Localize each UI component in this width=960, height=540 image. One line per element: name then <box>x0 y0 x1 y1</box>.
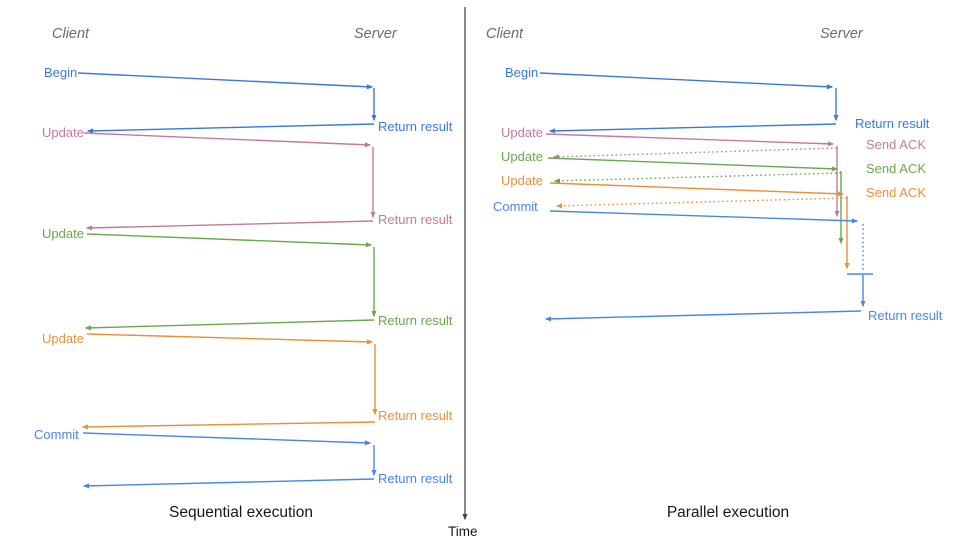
seq-begin-response-line <box>86 123 375 134</box>
par-begin-response-label: Return result <box>855 116 930 131</box>
time-axis: Time <box>448 7 478 539</box>
par-update3-ack-label: Send ACK <box>866 185 926 200</box>
par-commit-response-label: Return result <box>868 308 943 323</box>
par-update3-request-line <box>549 182 845 197</box>
par-update1-request-label: Update <box>501 125 543 140</box>
par-update3-ack-line <box>555 197 848 209</box>
par-update2-ack-line <box>553 172 842 184</box>
parallel-panel: Client Server Begin Return result Update… <box>486 26 943 521</box>
time-axis-label: Time <box>448 524 478 539</box>
seq-step-update3: Update Return result <box>42 331 453 430</box>
par-commit-response-line <box>544 310 862 322</box>
seq-update2-response-label: Return result <box>378 313 453 328</box>
seq-begin-request-line <box>77 72 374 90</box>
par-step-commit: Commit Return result <box>493 199 943 323</box>
seq-update3-response-line <box>81 421 376 430</box>
par-commit-request-line <box>549 210 859 224</box>
par-update3-request-label: Update <box>501 173 543 188</box>
seq-update1-response-label: Return result <box>378 212 453 227</box>
seq-update2-request-label: Update <box>42 226 84 241</box>
par-client-header: Client <box>486 26 524 42</box>
par-update1-ack-line <box>552 147 838 160</box>
seq-step-commit: Commit Return result <box>34 427 453 489</box>
par-commit-request-label: Commit <box>493 199 538 214</box>
seq-update2-response-line <box>84 319 375 331</box>
par-begin-request-line <box>539 72 834 90</box>
seq-server-header: Server <box>354 26 398 42</box>
seq-commit-request-label: Commit <box>34 427 79 442</box>
par-update2-request-line <box>547 157 839 172</box>
seq-update1-request-label: Update <box>42 125 84 140</box>
seq-update3-request-label: Update <box>42 331 84 346</box>
seq-client-header: Client <box>52 26 90 42</box>
seq-commit-response-line <box>82 478 375 489</box>
par-update2-request-label: Update <box>501 149 543 164</box>
par-update2-ack-label: Send ACK <box>866 161 926 176</box>
seq-step-update1: Update Return result <box>42 125 453 231</box>
seq-step-update2: Update Return result <box>42 226 453 331</box>
seq-step-begin: Begin Return result <box>44 65 453 134</box>
seq-update1-response-line <box>85 220 374 231</box>
par-begin-response-line <box>548 123 837 134</box>
seq-begin-response-label: Return result <box>378 119 453 134</box>
par-step-update3: Update Send ACK <box>501 173 926 270</box>
sequential-panel: Client Server Begin Return result Update… <box>34 26 453 521</box>
par-step-update2: Update Send ACK <box>501 149 926 245</box>
parallel-caption: Parallel execution <box>667 504 789 521</box>
seq-begin-request-label: Begin <box>44 65 77 80</box>
par-update1-request-line <box>545 133 835 147</box>
par-step-begin: Begin Return result <box>505 65 930 134</box>
seq-commit-response-label: Return result <box>378 471 453 486</box>
par-step-update1: Update Send ACK <box>501 125 926 218</box>
seq-update2-request-line <box>86 233 373 248</box>
seq-commit-request-line <box>82 432 372 446</box>
par-server-header: Server <box>820 26 864 42</box>
seq-update3-request-line <box>86 333 374 345</box>
sequential-caption: Sequential execution <box>169 504 313 521</box>
seq-update3-response-label: Return result <box>378 408 453 423</box>
par-update1-ack-label: Send ACK <box>866 137 926 152</box>
seq-update1-request-line <box>83 132 372 148</box>
par-begin-request-label: Begin <box>505 65 538 80</box>
